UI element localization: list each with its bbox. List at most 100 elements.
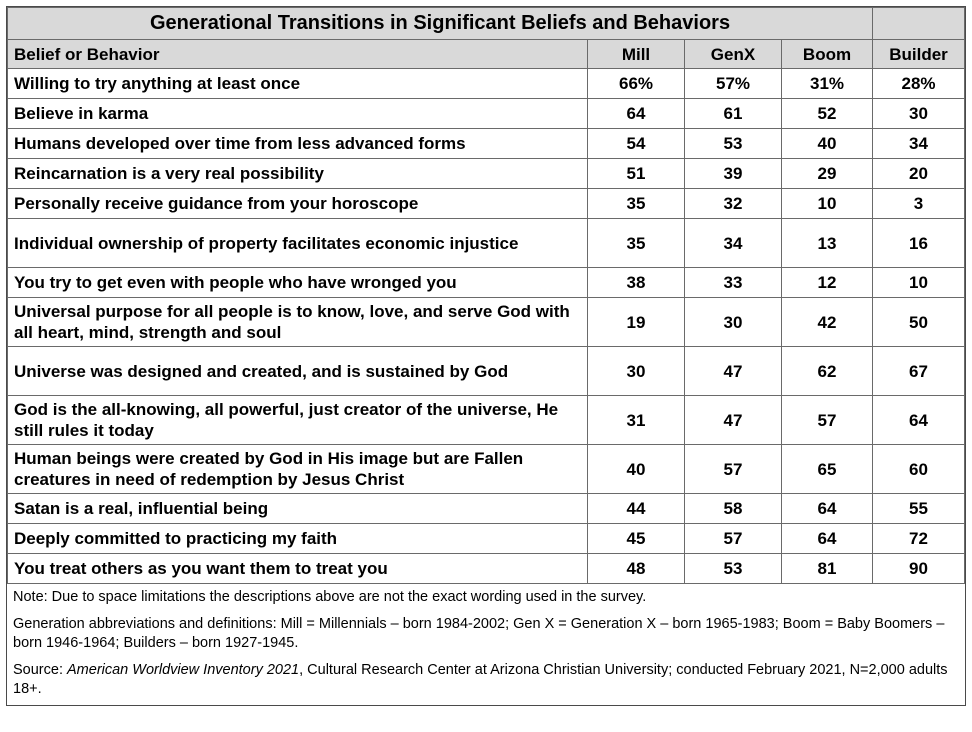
value-builder: 16: [872, 218, 966, 268]
source-rest: , Cultural Research Center at Arizona Ch…: [13, 662, 948, 697]
table-row: Willing to try anything at least once 66%…: [7, 68, 966, 99]
table-row: Deeply committed to practicing my faith 4…: [7, 523, 966, 554]
row-label: Personally receive guidance from your ho…: [7, 188, 588, 219]
row-label: Universe was designed and created, and i…: [7, 346, 588, 396]
value-genx: 34: [684, 218, 782, 268]
source-prefix: Source:: [13, 662, 67, 678]
row-label: You try to get even with people who have…: [7, 267, 588, 298]
value-builder: 28%: [872, 68, 966, 99]
table-row: Humans developed over time from less adv…: [7, 128, 966, 159]
table-body: Willing to try anything at least once 66%…: [7, 68, 966, 584]
value-genx: 57: [684, 523, 782, 554]
value-boom: 42: [780, 297, 874, 347]
value-boom: 31%: [780, 68, 874, 99]
value-genx: 57: [684, 444, 782, 494]
survey-table-container: Generational Transitions in Significant …: [6, 6, 966, 706]
note-text: Note: Due to space limitations the descr…: [13, 589, 647, 605]
value-boom: 40: [780, 128, 874, 159]
table-title: Generational Transitions in Significant …: [6, 7, 874, 40]
value-genx: 53: [684, 128, 782, 159]
column-header-mill: Mill: [587, 39, 685, 69]
value-builder: 72: [872, 523, 966, 554]
value-genx: 57%: [684, 68, 782, 99]
row-label: God is the all-knowing, all powerful, ju…: [7, 395, 588, 445]
value-genx: 61: [684, 98, 782, 129]
value-mill: 35: [587, 218, 685, 268]
value-builder: 3: [872, 188, 966, 219]
value-builder: 55: [872, 493, 966, 524]
value-mill: 54: [587, 128, 685, 159]
definitions-text: Generation abbreviations and definitions…: [13, 616, 945, 651]
value-builder: 30: [872, 98, 966, 129]
value-mill: 35: [587, 188, 685, 219]
table-row: Universe was designed and created, and i…: [7, 346, 966, 396]
row-label: You treat others as you want them to tre…: [7, 553, 588, 584]
row-label: Reincarnation is a very real possibility: [7, 158, 588, 189]
value-mill: 40: [587, 444, 685, 494]
row-label: Individual ownership of property facilit…: [7, 218, 588, 268]
value-boom: 57: [780, 395, 874, 445]
value-genx: 30: [684, 297, 782, 347]
value-builder: 67: [872, 346, 966, 396]
column-header-builder: Builder: [872, 39, 966, 69]
table-row: You try to get even with people who have…: [7, 267, 966, 298]
table-notes: Note: Due to space limitations the descr…: [7, 584, 965, 705]
row-label: Humans developed over time from less adv…: [7, 128, 588, 159]
value-builder: 90: [872, 553, 966, 584]
value-builder: 34: [872, 128, 966, 159]
value-genx: 39: [684, 158, 782, 189]
value-boom: 13: [780, 218, 874, 268]
header-row: Belief or Behavior Mill GenX Boom Builde…: [7, 39, 966, 69]
source-text: Source: American Worldview Inventory 202…: [13, 661, 959, 699]
value-genx: 47: [684, 395, 782, 445]
value-genx: 32: [684, 188, 782, 219]
survey-table: Generational Transitions in Significant …: [6, 7, 966, 584]
column-header-belief: Belief or Behavior: [7, 39, 588, 69]
value-boom: 62: [780, 346, 874, 396]
value-genx: 33: [684, 267, 782, 298]
value-builder: 64: [872, 395, 966, 445]
value-boom: 64: [780, 493, 874, 524]
value-builder: 50: [872, 297, 966, 347]
value-mill: 45: [587, 523, 685, 554]
value-boom: 52: [780, 98, 874, 129]
row-label: Willing to try anything at least once: [7, 68, 588, 99]
value-genx: 53: [684, 553, 782, 584]
table-row: Believe in karma 64 61 52 30: [7, 98, 966, 129]
table-row: You treat others as you want them to tre…: [7, 553, 966, 584]
value-mill: 48: [587, 553, 685, 584]
row-label: Human beings were created by God in His …: [7, 444, 588, 494]
row-label: Deeply committed to practicing my faith: [7, 523, 588, 554]
table-row: Satan is a real, influential being 44 58 64…: [7, 493, 966, 524]
source-title: American Worldview Inventory 2021: [67, 662, 300, 678]
value-boom: 12: [780, 267, 874, 298]
row-label: Universal purpose for all people is to k…: [7, 297, 588, 347]
value-boom: 81: [780, 553, 874, 584]
value-mill: 38: [587, 267, 685, 298]
row-label: Believe in karma: [7, 98, 588, 129]
column-header-genx: GenX: [684, 39, 782, 69]
value-mill: 64: [587, 98, 685, 129]
value-boom: 29: [780, 158, 874, 189]
value-builder: 10: [872, 267, 966, 298]
table-row: Individual ownership of property facilit…: [7, 218, 966, 268]
title-blank-cell: [872, 7, 966, 40]
table-row: Reincarnation is a very real possibility…: [7, 158, 966, 189]
title-row: Generational Transitions in Significant …: [6, 7, 966, 40]
table-row: Personally receive guidance from your ho…: [7, 188, 966, 219]
value-boom: 10: [780, 188, 874, 219]
row-label: Satan is a real, influential being: [7, 493, 588, 524]
table-row: Human beings were created by God in His …: [7, 444, 966, 494]
value-boom: 65: [780, 444, 874, 494]
value-mill: 30: [587, 346, 685, 396]
table-row: Universal purpose for all people is to k…: [7, 297, 966, 347]
value-builder: 60: [872, 444, 966, 494]
value-mill: 44: [587, 493, 685, 524]
value-boom: 64: [780, 523, 874, 554]
value-builder: 20: [872, 158, 966, 189]
value-genx: 47: [684, 346, 782, 396]
value-mill: 66%: [587, 68, 685, 99]
value-mill: 31: [587, 395, 685, 445]
column-header-boom: Boom: [780, 39, 874, 69]
value-mill: 51: [587, 158, 685, 189]
